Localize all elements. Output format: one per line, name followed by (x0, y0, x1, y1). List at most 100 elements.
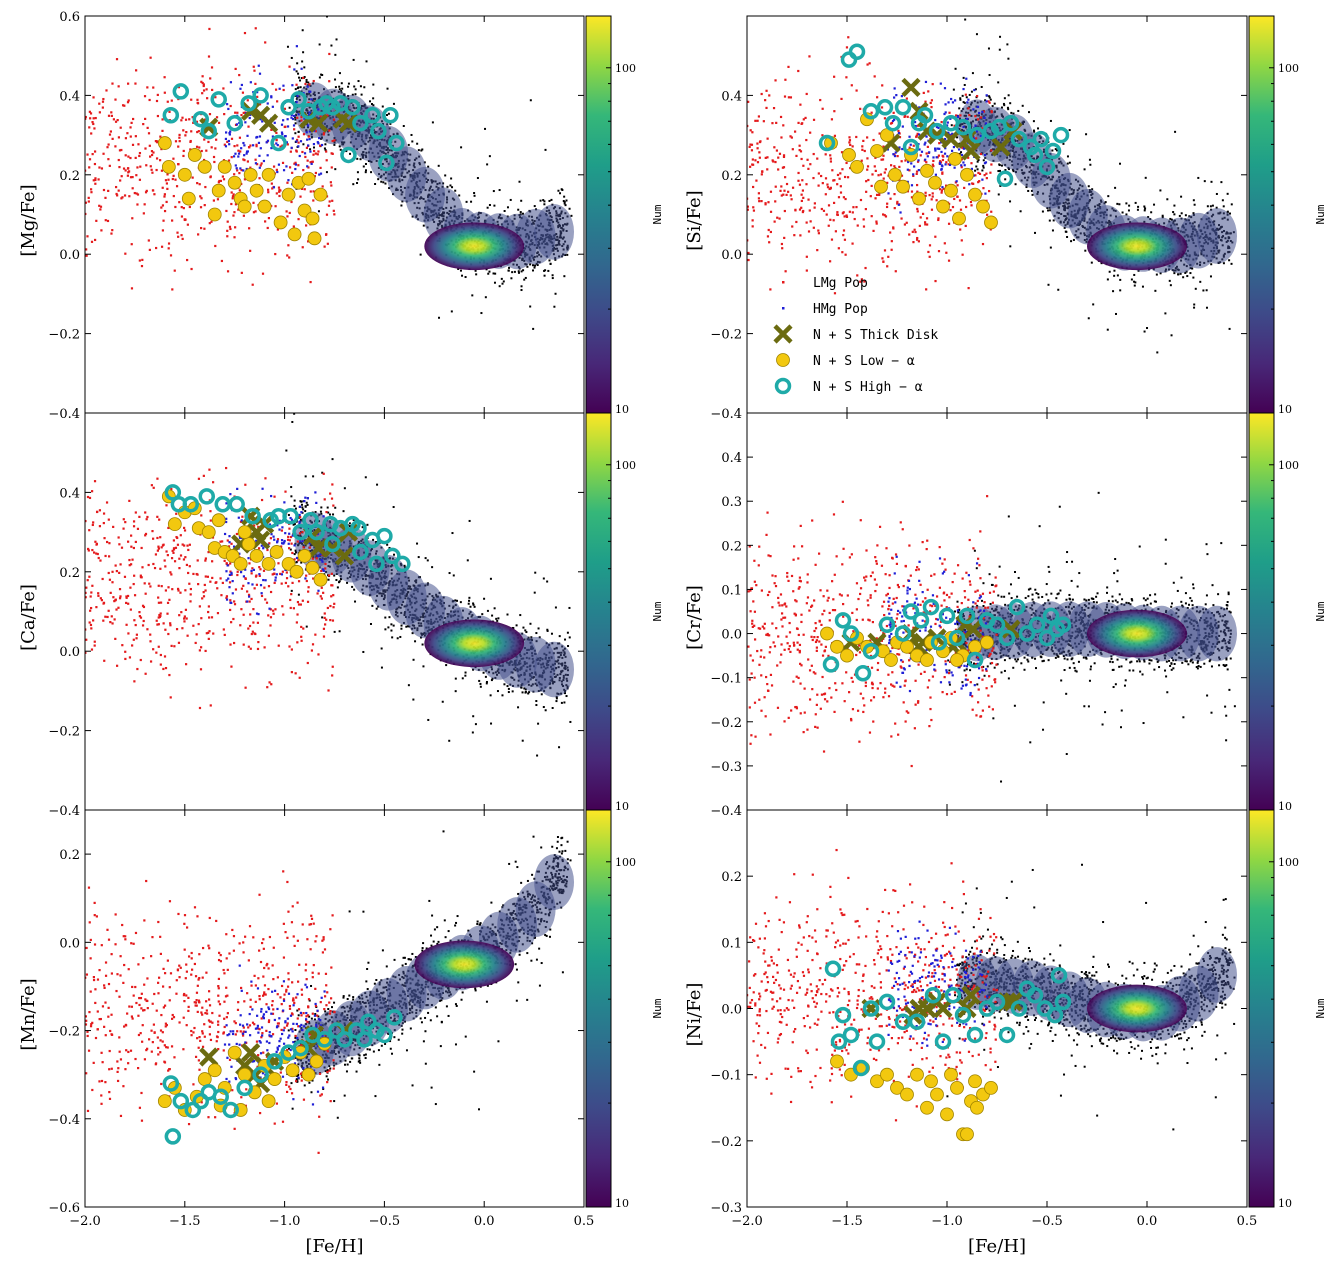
high-alpha-marker (198, 488, 216, 505)
low-alpha-marker (900, 1087, 914, 1102)
high-alpha-marker (324, 535, 341, 553)
x-tick-label: −1.5 (169, 1214, 201, 1229)
colorbar-label: Num (651, 204, 664, 224)
high-alpha-marker (262, 511, 279, 529)
y-tick-label: −0.6 (48, 1201, 80, 1216)
legend-marker (774, 377, 792, 395)
low-alpha-marker (920, 163, 934, 178)
legend-item: LMg Pop (782, 276, 868, 291)
high-alpha-marker (966, 1026, 984, 1044)
low-alpha-marker (289, 564, 304, 579)
high-alpha-marker (934, 1033, 952, 1050)
high-alpha-marker (1046, 1006, 1064, 1024)
colorbar-tick-label: 100 (1278, 856, 1299, 869)
x-tick-label: −1.5 (831, 1214, 863, 1229)
colorbar: 10 100 Num (1248, 809, 1327, 1210)
low-alpha-marker (984, 1081, 998, 1095)
y-tick-label: 0.0 (59, 645, 80, 660)
low-alpha-marker (197, 1072, 212, 1086)
low-alpha-marker (261, 1094, 276, 1109)
high-alpha-marker (352, 543, 369, 561)
thick-disk-marker (338, 113, 359, 133)
high-alpha-marker (862, 103, 880, 120)
high-alpha-marker (200, 122, 218, 140)
low-alpha-marker (900, 639, 914, 654)
y-tick-label: −0.3 (710, 1201, 742, 1216)
high-alpha-marker (172, 83, 190, 100)
colorbar-tick-label: 100 (615, 856, 636, 869)
low-alpha-marker (896, 179, 910, 194)
density-map (957, 947, 1237, 1042)
low-alpha-marker (930, 1087, 944, 1102)
y-axis-label: [Cr/Fe] (684, 585, 705, 650)
low-alpha-marker (870, 1074, 884, 1089)
colorbar-label: Num (1314, 601, 1327, 621)
legend-item: N + S High − α (774, 377, 923, 395)
high-alpha-marker (252, 1066, 269, 1083)
high-alpha-marker (928, 122, 946, 140)
high-alpha-marker (862, 642, 880, 660)
lmg-pop-points (747, 36, 998, 295)
low-alpha-marker (944, 1067, 958, 1082)
panel-mn-fe: −0.6 −0.4 −0.2 0.0 0.2 −2.0 −1.5 −1.0 −0.5 0.0 0.5… (18, 809, 664, 1257)
low-alpha-marker (313, 187, 328, 202)
low-alpha-marker (960, 1127, 974, 1142)
high-alpha-marker (348, 1022, 365, 1039)
high-alpha-marker (270, 507, 287, 525)
low-alpha-marker (936, 199, 950, 214)
legend-marker (773, 324, 793, 344)
low-alpha-marker (307, 231, 322, 246)
x-tick-label: −0.5 (1031, 1214, 1063, 1229)
y-tick-label: −0.4 (710, 407, 742, 422)
plot-area (747, 848, 1237, 1142)
colorbar: 10 100 Num (585, 809, 664, 1210)
x-ticks (746, 16, 1248, 413)
density-peak (1087, 609, 1187, 658)
low-alpha-marker (227, 1045, 242, 1060)
legend-marker (776, 353, 790, 367)
high-alpha-marker (1052, 126, 1070, 144)
plot-area (85, 830, 575, 1154)
high-alpha-marker (356, 1031, 373, 1048)
low-alpha-marker (984, 215, 998, 230)
density-peak (1087, 984, 1187, 1033)
high-alpha-marker (852, 1059, 870, 1077)
colorbar-tick-label: 10 (1278, 800, 1292, 813)
y-tick-label: −0.1 (710, 1069, 742, 1084)
high-alpha-marker (894, 625, 912, 642)
high-alpha-marker (364, 107, 381, 124)
low-alpha-marker (910, 1067, 924, 1082)
thick-disk-marker (1003, 992, 1023, 1012)
low-alpha-marker (884, 653, 898, 667)
lmg-pop-points (85, 27, 336, 291)
low-alpha-marker (177, 167, 192, 182)
high-alpha-marker (968, 126, 986, 144)
field-stars (286, 16, 573, 330)
colorbar-label: Num (1314, 998, 1327, 1018)
high-alpha-marker (316, 1031, 333, 1048)
colorbar-tick-label: 10 (615, 403, 629, 416)
high-alpha-marker (164, 1128, 182, 1145)
legend-label: N + S Low − α (813, 354, 915, 369)
series-n-s-high- (162, 83, 405, 172)
y-tick-label: −0.4 (48, 804, 80, 819)
y-tick-label: −0.4 (48, 407, 80, 422)
y-ticks: −0.3 −0.2 −0.1 0.0 0.1 0.2 (710, 870, 1247, 1216)
low-alpha-marker (840, 648, 854, 663)
y-tick-label: −0.2 (48, 1025, 80, 1040)
x-tick-label: 0.5 (1237, 1214, 1258, 1229)
high-alpha-marker (1026, 987, 1044, 1004)
colorbar-gradient (585, 809, 612, 1208)
high-alpha-marker (842, 625, 860, 642)
plot-area (747, 491, 1237, 783)
y-axis-label: [Si/Fe] (684, 190, 705, 250)
y-ticks: −0.4 −0.2 0.0 0.2 0.4 (710, 89, 1247, 422)
legend-label: N + S Thick Disk (813, 328, 938, 343)
low-alpha-marker (157, 1094, 172, 1109)
low-alpha-marker (157, 136, 172, 150)
legend-marker (782, 281, 785, 284)
y-tick-label: 0.4 (721, 89, 742, 104)
high-alpha-marker (848, 43, 866, 60)
density-map (294, 512, 575, 698)
